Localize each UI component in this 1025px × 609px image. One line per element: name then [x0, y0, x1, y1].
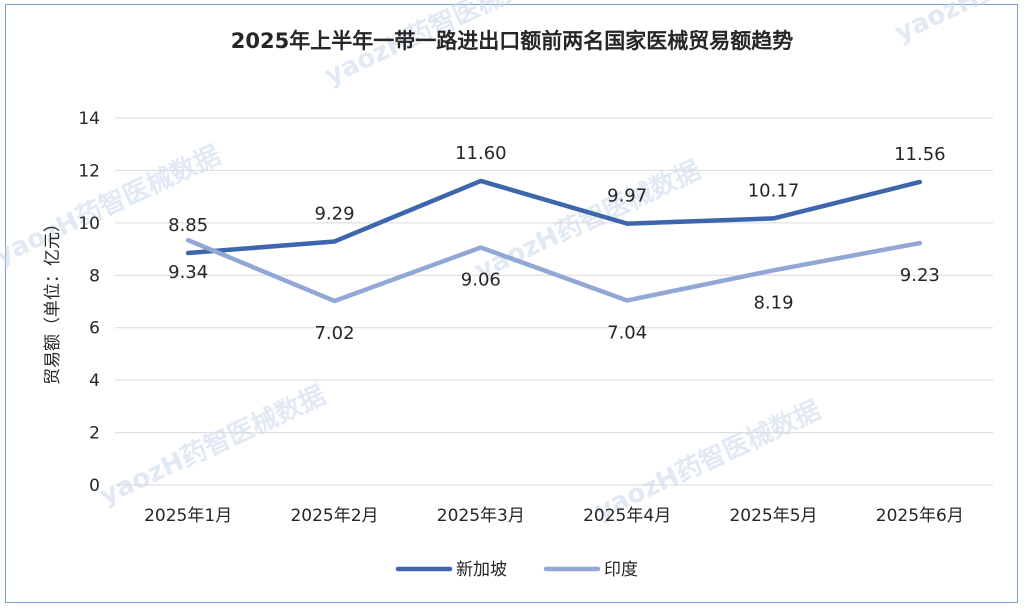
y-tick-label: 8 [89, 266, 100, 286]
x-tick-label: 2025年1月 [144, 506, 232, 526]
y-axis-label: 贸易额（单位：亿元） [43, 215, 63, 385]
x-tick-label: 2025年6月 [876, 506, 964, 526]
data-label: 9.97 [607, 186, 647, 207]
watermark-text: yaozH药智医械数据 [95, 381, 330, 512]
chart-frame [5, 4, 1018, 603]
y-tick-label: 2 [89, 424, 100, 444]
data-label: 8.19 [753, 292, 793, 313]
data-label: 7.02 [314, 323, 354, 344]
series-line-singapore [185, 178, 923, 256]
y-tick-label: 10 [78, 214, 100, 234]
y-tick-label: 12 [78, 161, 100, 181]
legend-label: 印度 [604, 560, 638, 580]
data-label: 11.56 [894, 144, 946, 165]
y-tick-label: 14 [78, 109, 100, 129]
chart-title: 2025年上半年一带一路进出口额前两名国家医械贸易额趋势 [231, 29, 793, 53]
data-label: 7.04 [607, 322, 647, 343]
data-label: 11.60 [455, 143, 507, 164]
y-tick-label: 6 [89, 319, 100, 339]
y-tick-label: 0 [89, 476, 100, 496]
legend-label: 新加坡 [456, 560, 507, 580]
y-axis-ticks: 0 2 4 6 8 10 12 14 [78, 109, 100, 496]
legend: 新加坡 印度 [395, 560, 638, 580]
data-label: 9.23 [900, 265, 940, 286]
series-lines [185, 178, 923, 304]
x-axis-ticks: 2025年1月 2025年2月 2025年3月 2025年4月 2025年5月 2025年… [144, 506, 964, 526]
data-label: 9.34 [168, 262, 208, 283]
y-tick-label: 4 [89, 371, 100, 391]
series-line-india [185, 237, 923, 304]
data-labels: 8.85 9.34 9.29 7.02 11.60 9.06 9.97 7.04 10.17 8.… [168, 143, 945, 344]
data-label: 9.29 [314, 203, 354, 224]
data-label: 8.85 [168, 215, 208, 236]
data-label: 9.06 [461, 269, 501, 290]
x-tick-label: 2025年2月 [290, 506, 378, 526]
watermark-text: yaozH药智医械数据 [890, 0, 1025, 48]
data-label: 10.17 [748, 180, 800, 201]
x-tick-label: 2025年4月 [583, 506, 671, 526]
gridlines [115, 117, 993, 486]
x-tick-label: 2025年5月 [729, 506, 817, 526]
x-tick-label: 2025年3月 [437, 506, 525, 526]
